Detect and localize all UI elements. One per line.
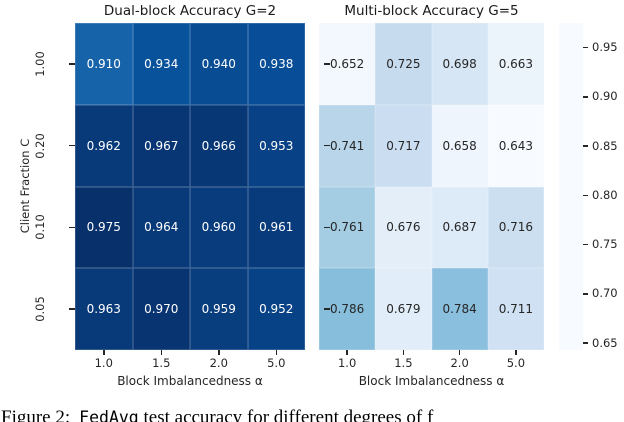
colorbar-tick-label: 0.80 xyxy=(592,187,618,202)
y-tick-mark xyxy=(69,226,75,229)
heatmap-cell: 0.698 xyxy=(431,23,488,105)
heatmap-cell: 0.716 xyxy=(487,186,544,269)
heatmap-cell: 0.952 xyxy=(247,268,305,350)
colorbar-tick-label: 0.75 xyxy=(592,237,618,252)
heatmap-cell: 0.953 xyxy=(247,104,305,187)
colorbar-tick-label: 0.85 xyxy=(592,138,618,153)
y-tick-mark xyxy=(324,63,330,65)
colorbar-tick-mark xyxy=(583,243,588,246)
right-x-axis-label: Block Imbalancedness α xyxy=(358,374,505,388)
y-tick-label: 0.20 xyxy=(33,132,47,159)
heatmap-cell: 0.963 xyxy=(75,268,133,350)
x-tick-mark xyxy=(160,350,162,355)
heatmap-cell: 0.964 xyxy=(132,186,190,269)
colorbar-tick-mark xyxy=(583,46,588,49)
colorbar-tick-mark xyxy=(583,145,588,147)
heatmap-cell: 0.966 xyxy=(190,104,248,187)
heatmap-cell: 0.959 xyxy=(190,268,248,350)
x-tick-mark xyxy=(346,350,348,355)
dual-block-heatmap: 0.910 0.934 0.940 0.938 0.962 0.967 0.966 0.953… xyxy=(75,23,305,350)
x-tick-label: 1.5 xyxy=(394,356,413,370)
heatmap-cell: 0.938 xyxy=(247,23,305,105)
heatmap-cell: 0.960 xyxy=(190,186,248,269)
x-tick-label: 1.0 xyxy=(337,356,357,370)
heatmap-cell: 0.676 xyxy=(375,186,432,269)
heatmap-cell: 0.784 xyxy=(431,268,488,350)
y-tick-label: 0.05 xyxy=(33,296,47,322)
multi-block-heatmap: 0.652 0.725 0.698 0.663 0.741 0.717 0.658 0.643… xyxy=(319,23,544,350)
colorbar-tick-label: 0.70 xyxy=(592,286,618,301)
y-tick-label: 1.00 xyxy=(33,51,47,77)
heatmap-cell: 0.961 xyxy=(247,186,305,269)
y-tick-label: 0.10 xyxy=(33,214,47,241)
heatmap-cell: 0.962 xyxy=(75,104,133,187)
heatmap-cell: 0.711 xyxy=(487,268,544,350)
caption-method-name: FedAvg xyxy=(79,408,139,422)
x-tick-mark xyxy=(103,350,105,355)
x-tick-mark xyxy=(275,350,277,355)
y-tick-mark xyxy=(69,144,75,147)
colorbar-tick-label: 0.90 xyxy=(592,89,618,104)
x-tick-label: 2.0 xyxy=(450,356,469,370)
heatmap-cell: 0.658 xyxy=(431,104,488,187)
caption-figure-number: Figure 2: xyxy=(1,407,71,422)
y-tick-mark xyxy=(324,144,330,147)
heatmap-cell: 0.967 xyxy=(132,104,190,187)
heatmap-cell: 0.940 xyxy=(190,23,248,105)
colorbar-tick-mark xyxy=(583,293,588,295)
x-tick-label: 5.0 xyxy=(506,356,526,370)
colorbar-tick-mark xyxy=(583,194,588,197)
left-heatmap-title: Dual-block Accuracy G=2 xyxy=(103,3,277,19)
heatmap-cell: 0.663 xyxy=(487,23,544,105)
heatmap-cell: 0.725 xyxy=(375,23,432,105)
x-tick-mark xyxy=(218,350,220,355)
heatmap-cell: 0.934 xyxy=(132,23,190,105)
heatmap-cell: 0.975 xyxy=(75,186,133,269)
x-tick-mark xyxy=(515,350,517,355)
colorbar xyxy=(559,23,583,350)
y-tick-mark xyxy=(69,63,75,65)
x-tick-mark xyxy=(458,350,461,355)
colorbar-tick-mark xyxy=(583,96,588,98)
colorbar-tick-label: 0.65 xyxy=(592,335,618,350)
heatmap-cell: 0.643 xyxy=(487,104,544,187)
x-tick-label: 5.0 xyxy=(267,356,286,370)
y-tick-mark xyxy=(69,308,75,310)
colorbar-tick-mark xyxy=(583,342,588,344)
x-tick-label: 1.5 xyxy=(152,356,171,370)
right-heatmap-title: Multi-block Accuracy G=5 xyxy=(344,3,519,19)
caption-text: test accuracy for different degrees of f xyxy=(143,407,434,422)
heatmap-cell: 0.687 xyxy=(431,186,488,269)
x-tick-label: 1.0 xyxy=(94,356,113,370)
y-tick-mark xyxy=(324,226,330,229)
y-axis-label: Client Fraction C xyxy=(18,138,32,234)
heatmap-cell: 0.910 xyxy=(75,23,133,105)
x-tick-mark xyxy=(402,350,405,355)
figure-caption: Figure 2: FedAvg test accuracy for differ… xyxy=(1,407,624,422)
heatmap-cell: 0.717 xyxy=(375,104,432,187)
heatmap-cell: 0.970 xyxy=(132,268,190,350)
colorbar-tick-label: 0.95 xyxy=(592,40,618,55)
heatmap-cell: 0.679 xyxy=(375,268,432,350)
x-tick-label: 2.0 xyxy=(209,356,228,370)
y-tick-mark xyxy=(324,308,330,310)
left-x-axis-label: Block Imbalancedness α xyxy=(117,374,263,388)
